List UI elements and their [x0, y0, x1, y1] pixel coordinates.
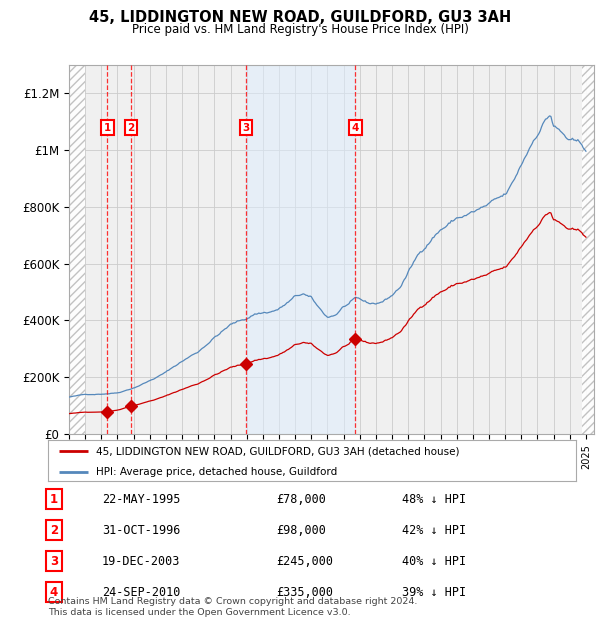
- Text: 45, LIDDINGTON NEW ROAD, GUILDFORD, GU3 3AH: 45, LIDDINGTON NEW ROAD, GUILDFORD, GU3 …: [89, 10, 511, 25]
- Text: 42% ↓ HPI: 42% ↓ HPI: [402, 524, 466, 536]
- Text: 31-OCT-1996: 31-OCT-1996: [102, 524, 181, 536]
- Text: £98,000: £98,000: [276, 524, 326, 536]
- Bar: [582, 65, 594, 434]
- Text: 4: 4: [352, 123, 359, 133]
- Text: £78,000: £78,000: [276, 493, 326, 505]
- Text: 2: 2: [50, 524, 58, 536]
- Text: Price paid vs. HM Land Registry's House Price Index (HPI): Price paid vs. HM Land Registry's House …: [131, 24, 469, 36]
- Text: 39% ↓ HPI: 39% ↓ HPI: [402, 586, 466, 598]
- Text: £335,000: £335,000: [276, 586, 333, 598]
- Text: 48% ↓ HPI: 48% ↓ HPI: [402, 493, 466, 505]
- Text: 3: 3: [50, 555, 58, 567]
- Text: 19-DEC-2003: 19-DEC-2003: [102, 555, 181, 567]
- Text: 1: 1: [50, 493, 58, 505]
- Text: HPI: Average price, detached house, Guildford: HPI: Average price, detached house, Guil…: [95, 467, 337, 477]
- Text: 24-SEP-2010: 24-SEP-2010: [102, 586, 181, 598]
- Text: 22-MAY-1995: 22-MAY-1995: [102, 493, 181, 505]
- Text: £245,000: £245,000: [276, 555, 333, 567]
- Text: Contains HM Land Registry data © Crown copyright and database right 2024.
This d: Contains HM Land Registry data © Crown c…: [48, 598, 418, 617]
- Text: 3: 3: [242, 123, 250, 133]
- Text: 1: 1: [104, 123, 111, 133]
- Bar: [246, 65, 355, 434]
- Text: 40% ↓ HPI: 40% ↓ HPI: [402, 555, 466, 567]
- Text: 45, LIDDINGTON NEW ROAD, GUILDFORD, GU3 3AH (detached house): 45, LIDDINGTON NEW ROAD, GUILDFORD, GU3 …: [95, 446, 459, 456]
- Text: 4: 4: [50, 586, 58, 598]
- Bar: [69, 65, 85, 434]
- Text: 2: 2: [127, 123, 134, 133]
